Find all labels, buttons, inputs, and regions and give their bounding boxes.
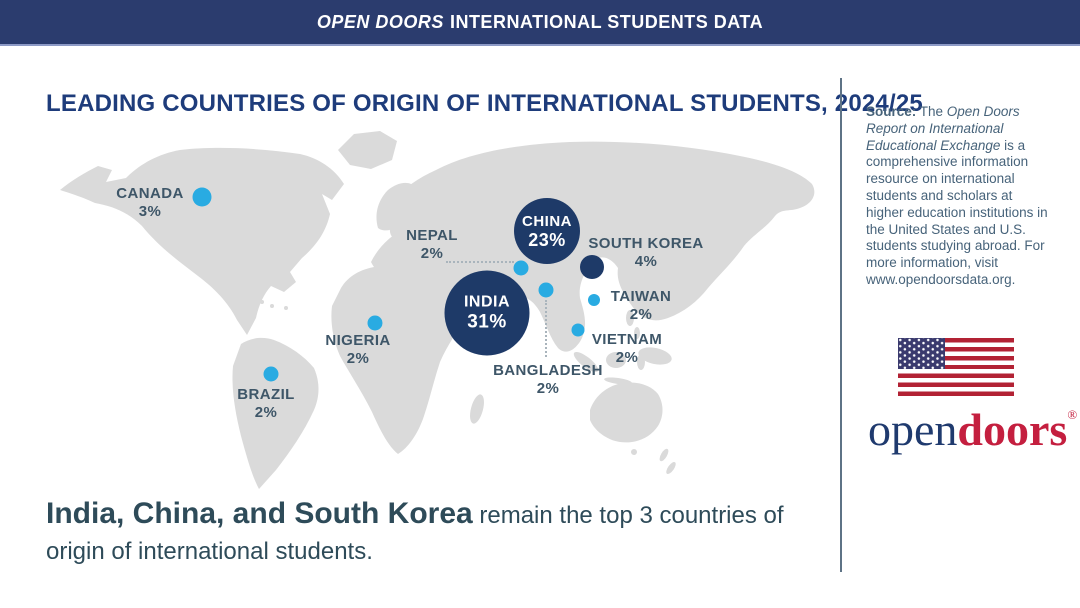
bubble-brazil — [263, 366, 279, 382]
island-madagascar — [470, 394, 484, 424]
island-tasmania — [631, 449, 637, 455]
bubble-nigeria — [367, 315, 383, 331]
footnote-bold: India, China, and South Korea — [46, 497, 473, 530]
island-japan-3 — [647, 270, 657, 282]
label-taiwan: TAIWAN 2% — [610, 288, 672, 323]
region-scandinavia — [376, 182, 418, 231]
us-flag-icon — [898, 338, 1014, 396]
header-brand-rest: INTERNATIONAL STUDENTS DATA — [449, 11, 764, 32]
continent-australia — [590, 382, 663, 443]
header-bar: OPEN DOORS INTERNATIONAL STUDENTS DATA — [0, 0, 1080, 46]
header-brand-italic: OPEN DOORS — [316, 11, 444, 32]
source-label: Source: — [866, 104, 917, 119]
label-nigeria: NIGERIA 2% — [325, 332, 391, 367]
continent-south-america — [232, 337, 319, 489]
island-philippines-2 — [634, 327, 640, 339]
source-report-title: Open Doors Report on International Educa… — [866, 104, 1020, 153]
us-flag-canton — [898, 338, 945, 370]
island-nz-north — [659, 448, 669, 462]
logo-open: open — [868, 404, 958, 455]
opendoors-logo: opendoors® — [868, 403, 1077, 456]
china-value: 23% — [528, 229, 566, 250]
continent-north-america — [60, 147, 344, 335]
label-south-korea: SOUTH KOREA 4% — [588, 235, 704, 270]
china-name: CHINA — [522, 212, 572, 230]
island-japan-1 — [653, 236, 663, 250]
india-value: 31% — [467, 311, 507, 333]
india-name: INDIA — [463, 293, 511, 311]
island-uk — [389, 218, 403, 238]
label-bangladesh: BANGLADESH 2% — [493, 362, 603, 397]
registered-mark-icon: ® — [1067, 407, 1078, 422]
nepal-connector-line — [446, 261, 514, 263]
vertical-divider — [840, 78, 842, 572]
label-brazil: BRAZIL 2% — [237, 386, 295, 421]
bangladesh-connector-line — [545, 300, 547, 357]
island-japan-2 — [659, 251, 669, 267]
page-title: LEADING COUNTRIES OF ORIGIN OF INTERNATI… — [46, 90, 923, 117]
bubble-south-korea — [580, 255, 604, 279]
island-caribbean-1 — [260, 300, 264, 304]
bubble-canada — [192, 187, 212, 207]
island-borneo — [606, 352, 626, 368]
footnote-line1-rest: remain the top 3 countries of — [472, 502, 784, 529]
bubble-india: INDIA 31% — [444, 270, 530, 356]
label-vietnam: VIETNAM 2% — [591, 331, 663, 366]
bubble-vietnam — [571, 323, 585, 337]
island-caribbean-2 — [270, 304, 274, 308]
label-nepal: NEPAL 2% — [406, 227, 458, 262]
footnote-line2: origin of international students. — [46, 538, 373, 565]
island-sumatra — [573, 351, 599, 373]
source-note: Source: The Open Doors Report on Interna… — [866, 104, 1048, 287]
island-nz-south — [666, 462, 676, 474]
island-new-guinea — [638, 347, 672, 365]
bubble-nepal — [513, 260, 529, 276]
bubble-taiwan — [588, 294, 600, 306]
continent-greenland — [338, 131, 397, 169]
island-caribbean-3 — [284, 306, 288, 310]
bubble-china: CHINA 23% — [514, 198, 580, 264]
island-philippines-1 — [626, 310, 634, 326]
label-canada: CANADA 3% — [116, 185, 184, 220]
bubble-bangladesh — [538, 282, 554, 298]
logo-doors: doors — [957, 404, 1068, 455]
footnote-headline: India, China, and South Korea remain the… — [46, 497, 830, 571]
